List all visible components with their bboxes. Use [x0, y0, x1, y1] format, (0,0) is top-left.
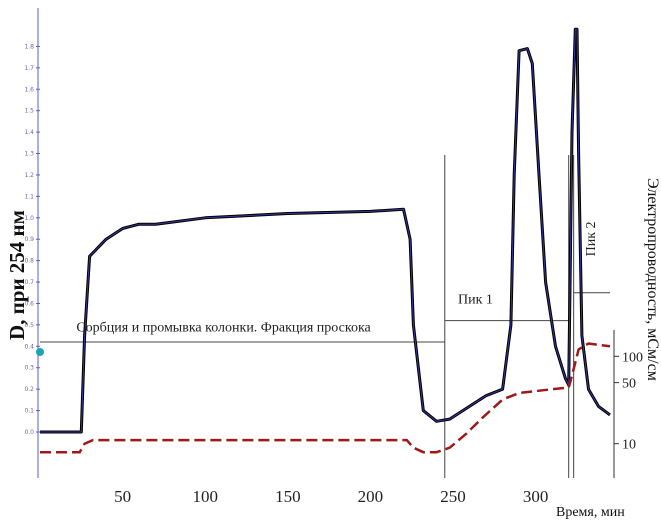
- y-tick-label: 0.0: [24, 429, 34, 436]
- y-tick-label: 0.5: [24, 322, 34, 329]
- y2-tick-label: 100: [622, 350, 643, 365]
- x-tick-label: 300: [523, 487, 549, 506]
- y-tick-label: 0.4: [24, 343, 34, 350]
- annotation-label: Сорбция и промывка колонки. Фракция прос…: [76, 320, 371, 335]
- y-tick-label: 0.9: [24, 236, 34, 243]
- y-tick-label: 1.7: [24, 65, 34, 72]
- y-tick-label: 0.1: [24, 408, 34, 415]
- y-tick-label: 1.0: [24, 215, 34, 222]
- guide-lines: [40, 155, 610, 478]
- annotations: Сорбция и промывка колонки. Фракция прос…: [76, 221, 599, 335]
- y-ticks: 0.0 0.1 0.2 0.3 0.4 0.5 0.6 0.7 0.8 0.9 1.0 1.1 1.2 1…: [24, 43, 40, 436]
- y2-axis-title: Электропроводность, мСм/см: [644, 178, 661, 381]
- x-tick-label: 100: [192, 487, 218, 506]
- annotation-label: Пик 2: [584, 221, 599, 256]
- x-tick-label: 200: [358, 487, 384, 506]
- y-tick-label: 1.3: [24, 151, 34, 158]
- y-tick-label: 1.5: [24, 108, 34, 115]
- y-tick-label: 0.6: [24, 300, 34, 307]
- annotation-label: Пик 1: [458, 292, 493, 307]
- y2-tick-label: 50: [622, 377, 636, 392]
- y-tick-label: 1.4: [24, 129, 34, 136]
- x-tick-label: 250: [440, 487, 466, 506]
- absorbance-line: [40, 27, 611, 434]
- y-tick-label: 1.8: [24, 43, 34, 50]
- y-axis-title: D, при 254 нм: [5, 210, 29, 340]
- x-ticks: 50 100 150 200 250 300: [114, 487, 548, 506]
- y-tick-label: 0.8: [24, 258, 34, 265]
- y-tick-label: 1.1: [24, 193, 34, 200]
- y2-ticks: 10 50 100: [614, 350, 643, 453]
- axis-marker: [36, 348, 44, 356]
- x-tick-label: 50: [114, 487, 131, 506]
- x-axis-title: Время, мин: [556, 505, 625, 520]
- absorbance-line-shadow: [40, 28, 611, 433]
- y2-tick-label: 10: [622, 438, 636, 453]
- y-tick-label: 0.3: [24, 365, 34, 372]
- y-tick-label: 0.2: [24, 386, 34, 393]
- y-tick-label: 1.2: [24, 172, 34, 179]
- y-tick-label: 0.7: [24, 279, 34, 286]
- x-tick-label: 150: [275, 487, 301, 506]
- conductivity-line: [40, 342, 611, 454]
- y-tick-label: 1.6: [24, 86, 34, 93]
